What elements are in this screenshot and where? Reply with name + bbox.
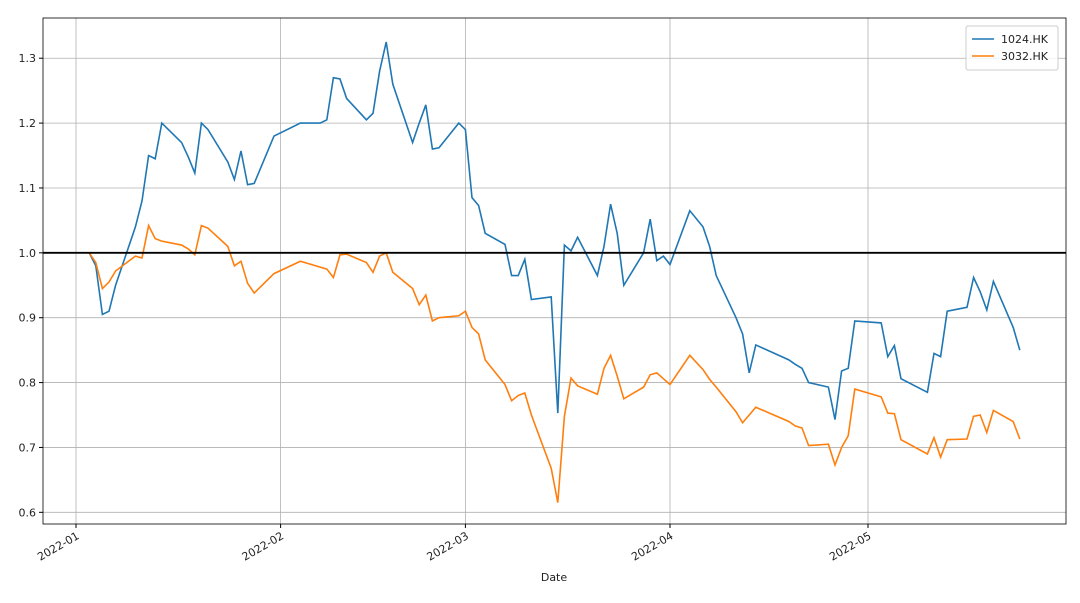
y-tick-label: 1.0 xyxy=(19,247,37,260)
series-line xyxy=(88,223,1021,503)
y-tick-label: 1.2 xyxy=(19,117,37,130)
y-tick-label: 0.7 xyxy=(19,441,37,454)
series-line xyxy=(88,41,1021,420)
y-tick-label: 1.1 xyxy=(19,182,37,195)
legend-box xyxy=(965,25,1059,71)
y-tick-label: 0.6 xyxy=(19,506,37,519)
y-tick-label: 1.3 xyxy=(19,52,37,65)
x-tick-label: 2022-02 xyxy=(240,529,286,563)
legend-label: 1024.HK xyxy=(1001,33,1049,46)
x-tick-label: 2022-03 xyxy=(425,529,471,563)
x-tick-label: 2022-04 xyxy=(629,529,675,563)
y-tick-label: 0.9 xyxy=(19,312,37,325)
x-tick-label: 2022-05 xyxy=(827,529,873,563)
y-tick-label: 0.8 xyxy=(19,377,37,390)
legend-label: 3032.HK xyxy=(1001,50,1049,63)
plot-frame xyxy=(42,17,1067,525)
legend: 1024.HK 3032.HK xyxy=(965,25,1059,71)
x-axis-label: Date xyxy=(541,571,568,584)
x-tick-label: 2022-01 xyxy=(35,529,81,563)
